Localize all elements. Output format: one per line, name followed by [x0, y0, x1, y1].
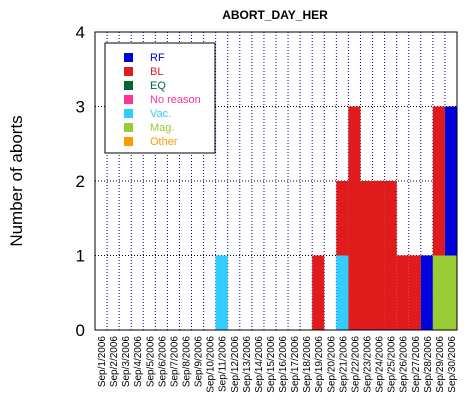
x-tick-label: Sep/12/2006 — [230, 336, 241, 393]
legend-label: No reason — [150, 94, 201, 106]
bar-bl — [384, 181, 397, 330]
x-tick-label: Sep/20/2006 — [326, 336, 337, 393]
bar-bl — [312, 255, 325, 330]
bar-bl — [432, 106, 445, 256]
x-tick-label: Sep/15/2006 — [266, 336, 277, 393]
x-tick-label: Sep/25/2006 — [387, 336, 398, 393]
y-tick-label: 0 — [76, 321, 85, 340]
legend-swatch — [124, 67, 133, 76]
x-tick-label: Sep/4/2006 — [133, 336, 144, 388]
x-tick-label: Sep/5/2006 — [145, 336, 156, 388]
legend-box — [104, 42, 216, 154]
plot-border — [94, 31, 458, 331]
legend-swatch — [124, 81, 133, 90]
y-tick-label: 2 — [76, 172, 85, 191]
x-tick-label: Sep/14/2006 — [254, 336, 265, 393]
legend-swatch — [124, 123, 133, 132]
bars-group — [215, 106, 457, 330]
bar-bl — [348, 106, 361, 330]
x-tick-label: Sep/19/2006 — [314, 336, 325, 393]
x-tick-label: Sep/28/2006 — [423, 336, 434, 393]
x-tick-label: Sep/30/2006 — [447, 336, 458, 393]
legend-swatch — [124, 53, 133, 62]
legend-label: Other — [150, 136, 178, 148]
x-tick-label: Sep/11/2006 — [218, 336, 229, 392]
x-tick-label: Sep/1/2006 — [97, 336, 108, 388]
y-tick-label: 1 — [76, 247, 85, 266]
legend-swatch — [124, 95, 133, 104]
legend-swatch — [124, 109, 133, 118]
x-tick-label: Sep/2/2006 — [109, 336, 120, 388]
x-tick-label: Sep/13/2006 — [242, 336, 253, 393]
y-tick-label: 3 — [76, 98, 85, 117]
bar-bl — [360, 181, 373, 330]
bar-rf — [444, 106, 457, 256]
legend-label: BL — [150, 66, 163, 78]
x-tick-label: Sep/21/2006 — [338, 336, 349, 393]
x-tick-label: Sep/23/2006 — [363, 336, 374, 393]
x-tick-label: Sep/6/2006 — [157, 336, 168, 388]
bar-rf — [420, 255, 433, 330]
x-tick-label: Sep/22/2006 — [350, 336, 361, 393]
bar-bl — [336, 181, 349, 256]
x-tick-label: Sep/16/2006 — [278, 336, 289, 393]
chart-title: ABORT_DAY_HER — [222, 8, 328, 22]
x-tick-label: Sep/26/2006 — [399, 336, 410, 393]
legend-label: RF — [150, 52, 165, 64]
x-tick-label: Sep/17/2006 — [290, 336, 301, 393]
y-axis-label: Number of aborts — [7, 115, 26, 246]
bar-bl — [396, 255, 409, 330]
x-tick-label: Sep/27/2006 — [411, 336, 422, 393]
plot-frame — [94, 31, 458, 331]
x-tick-label: Sep/3/2006 — [121, 336, 132, 388]
bar-bl — [408, 255, 421, 330]
legend-label: Vac. — [150, 108, 171, 120]
x-tick-label: Sep/7/2006 — [169, 336, 180, 388]
bar-vac — [215, 255, 228, 330]
legend-label: Mag. — [150, 122, 174, 134]
x-tick-label: Sep/18/2006 — [302, 336, 313, 393]
bar-mag — [432, 255, 445, 330]
bar-mag — [444, 255, 457, 330]
legend-label: EQ — [150, 80, 166, 92]
bar-vac — [336, 255, 349, 330]
legend: RF BL EQ No reason Vac. Mag. Other — [104, 42, 216, 154]
x-tick-label: Sep/24/2006 — [375, 336, 386, 393]
x-tick-label: Sep/9/2006 — [194, 336, 205, 388]
x-tick-labels: Sep/1/2006 Sep/2/2006 Sep/3/2006 Sep/4/2006… — [97, 336, 458, 393]
y-tick-label: 4 — [76, 23, 85, 42]
x-tick-label: Sep/10/2006 — [206, 336, 217, 393]
bar-bl — [372, 181, 385, 330]
x-tick-label: Sep/29/2006 — [435, 336, 446, 393]
x-tick-label: Sep/8/2006 — [182, 336, 193, 388]
y-tick-labels: 0 1 2 3 4 — [76, 23, 85, 340]
legend-swatch — [124, 137, 133, 146]
